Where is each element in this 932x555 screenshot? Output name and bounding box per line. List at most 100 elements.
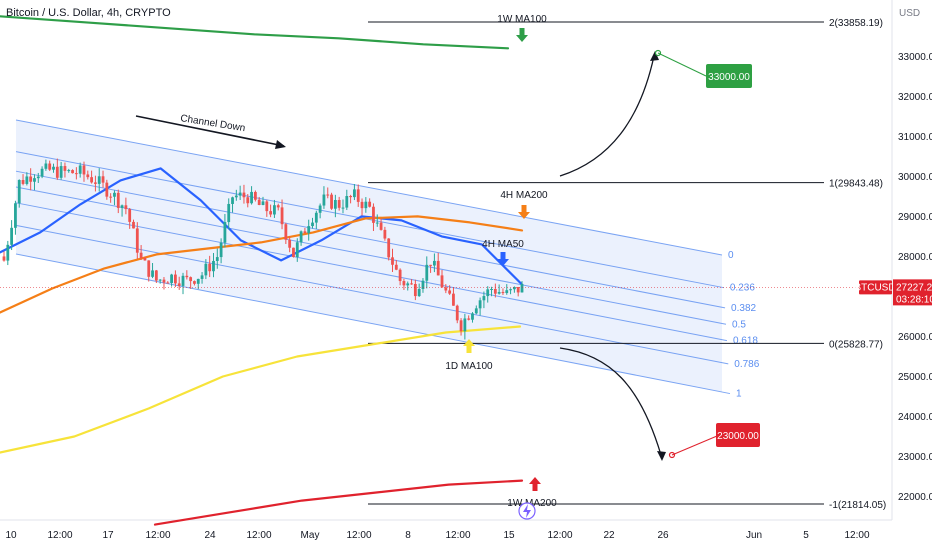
candle-body <box>463 318 467 332</box>
candle-body <box>97 176 101 184</box>
bear-projection-head <box>657 451 666 461</box>
ma50-line <box>0 167 524 286</box>
y-tick-label: 22000.00 <box>898 492 932 503</box>
x-tick-label: 10 <box>5 530 17 541</box>
x-tick-label: 12:00 <box>445 530 470 541</box>
candle-body <box>170 274 173 283</box>
candle-body <box>158 279 162 281</box>
bull-projection-curve <box>559 55 655 177</box>
fib-level-label: 0.5 <box>732 319 746 330</box>
target-up-leader <box>657 52 707 77</box>
candle-body <box>48 163 52 170</box>
ma200-4h-arrow-shaft <box>521 205 527 213</box>
candle-body <box>59 166 63 178</box>
candle-body <box>200 275 204 279</box>
fib-level-line <box>15 186 727 325</box>
candle-body <box>193 281 196 284</box>
horizontal-levels: 2(33858.19) 1(29843.48) 0(25828.77) -1(2181… <box>368 18 886 511</box>
channel-arrow-head <box>275 140 286 149</box>
candle-body <box>269 211 273 215</box>
candle-body <box>40 168 44 177</box>
y-tick-label: 30000.00 <box>898 172 932 183</box>
candle-body <box>425 264 429 281</box>
candle-body <box>375 222 379 224</box>
fib-level-label: 0.786 <box>734 359 759 370</box>
fib-level-line <box>15 170 726 309</box>
candle-body <box>44 163 48 169</box>
candle-body <box>185 275 189 278</box>
candle-body <box>74 173 78 175</box>
target-up-label: 33000.00 <box>708 72 750 83</box>
candle-body <box>467 318 471 320</box>
ma100-1d-label: 1D MA100 <box>445 361 493 372</box>
candle-body <box>105 182 109 197</box>
candle-body <box>257 199 261 205</box>
candle-body <box>436 260 440 276</box>
candle-body <box>318 205 322 213</box>
candles <box>2 158 524 340</box>
price-axis[interactable]: 22000.00 23000.00 24000.00 25000.00 26000.00… <box>0 52 932 503</box>
candle-body <box>421 280 425 290</box>
x-tick-label: 12:00 <box>346 530 371 541</box>
y-tick-label: 28000.00 <box>898 252 932 263</box>
candle-body <box>273 205 276 215</box>
candle-body <box>356 189 360 202</box>
candle-body <box>276 205 280 208</box>
ma100-1d-arrow-head <box>463 339 475 346</box>
fib-channel: 0 0.236 0.382 0.5 0.618 0.786 1 <box>15 119 760 400</box>
candle-body <box>6 244 10 261</box>
candle-body <box>78 165 82 174</box>
ma100-1d-line <box>0 325 522 454</box>
time-axis[interactable]: 10 12:00 17 12:00 24 12:00 May 12:00 8 12:00 15 12:… <box>5 530 870 541</box>
fib-level-label: 0.382 <box>731 303 756 314</box>
candle-body <box>253 191 257 200</box>
price-badge <box>893 279 932 306</box>
candle-body <box>516 287 520 293</box>
candle-body <box>429 264 432 266</box>
fib-level-line <box>15 151 724 289</box>
ma50-4h-label: 4H MA50 <box>482 239 524 250</box>
candle-body <box>215 257 219 261</box>
candle-body <box>177 283 181 286</box>
candle-body <box>242 192 246 198</box>
candle-body <box>52 166 55 170</box>
candle-body <box>162 279 166 283</box>
candle-body <box>482 296 486 301</box>
currency-label: USD <box>899 8 921 19</box>
candle-body <box>280 207 284 225</box>
candle-body <box>208 263 212 272</box>
ma100-1w-arrow-shaft <box>519 28 525 36</box>
candle-body <box>189 277 193 282</box>
candle-body <box>337 200 341 208</box>
y-tick-label: 23000.00 <box>898 452 932 463</box>
candle-body <box>307 226 311 234</box>
candle-body <box>231 197 234 204</box>
moving-averages <box>0 15 524 526</box>
candle-body <box>326 194 330 196</box>
candle-body <box>341 207 345 209</box>
candle-body <box>238 192 242 196</box>
candle-body <box>219 242 223 258</box>
candle-body <box>139 252 143 259</box>
candle-body <box>124 205 128 210</box>
candle-body <box>520 283 524 293</box>
candle-body <box>151 270 154 277</box>
candle-body <box>394 264 398 270</box>
x-tick-label: 26 <box>657 530 669 541</box>
x-tick-label: 15 <box>503 530 515 541</box>
candle-body <box>36 176 40 179</box>
x-tick-label: 12:00 <box>246 530 271 541</box>
candle-body <box>474 308 478 314</box>
x-tick-label: Jun <box>746 530 762 541</box>
bear-projection-curve <box>559 347 662 456</box>
candle-body <box>349 196 353 198</box>
x-tick-label: 12:00 <box>547 530 572 541</box>
candle-body <box>223 222 227 243</box>
y-tick-label: 31000.00 <box>898 132 932 143</box>
ma200-1w-arrow-shaft <box>532 483 538 491</box>
ma200-4h-label: 4H MA200 <box>500 190 548 201</box>
candle-body <box>295 242 299 258</box>
candle-body <box>299 231 303 243</box>
candle-body <box>94 182 97 184</box>
candle-body <box>116 192 120 208</box>
